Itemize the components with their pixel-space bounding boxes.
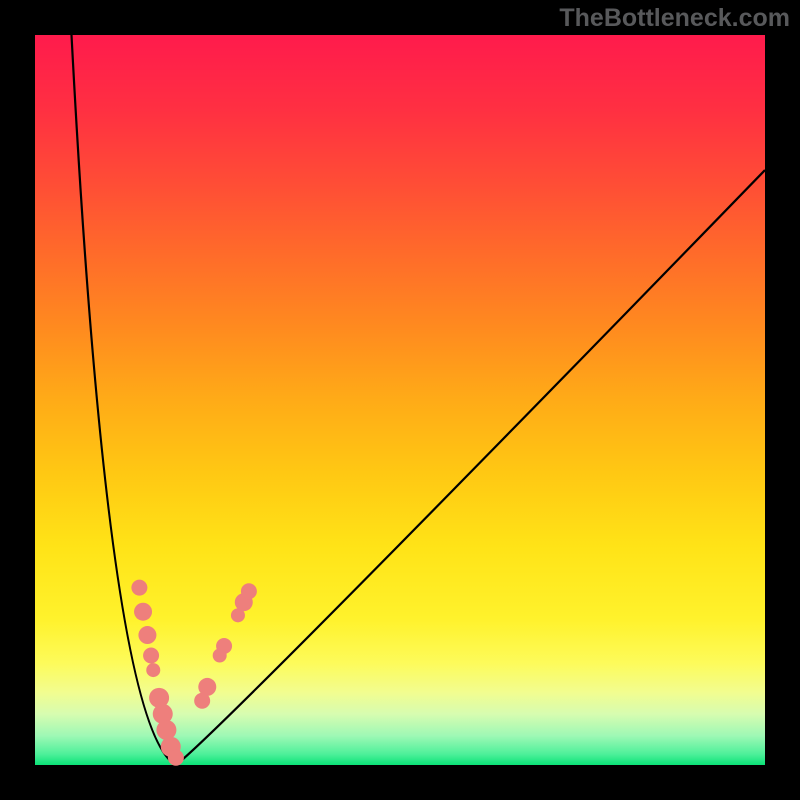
- marker-right-3: [216, 638, 232, 654]
- marker-left-0: [131, 580, 147, 596]
- marker-left-2: [138, 626, 156, 644]
- chart-frame: TheBottleneck.com: [0, 0, 800, 800]
- marker-left-4: [146, 663, 160, 677]
- marker-right-6: [241, 583, 257, 599]
- marker-left-3: [143, 648, 159, 664]
- marker-left-9: [168, 750, 184, 766]
- marker-right-1: [198, 678, 216, 696]
- marker-left-1: [134, 603, 152, 621]
- curve-left: [72, 35, 176, 765]
- watermark-text: TheBottleneck.com: [559, 4, 790, 33]
- chart-svg: [0, 0, 800, 800]
- marker-left-7: [156, 720, 176, 740]
- curve-right: [176, 170, 765, 765]
